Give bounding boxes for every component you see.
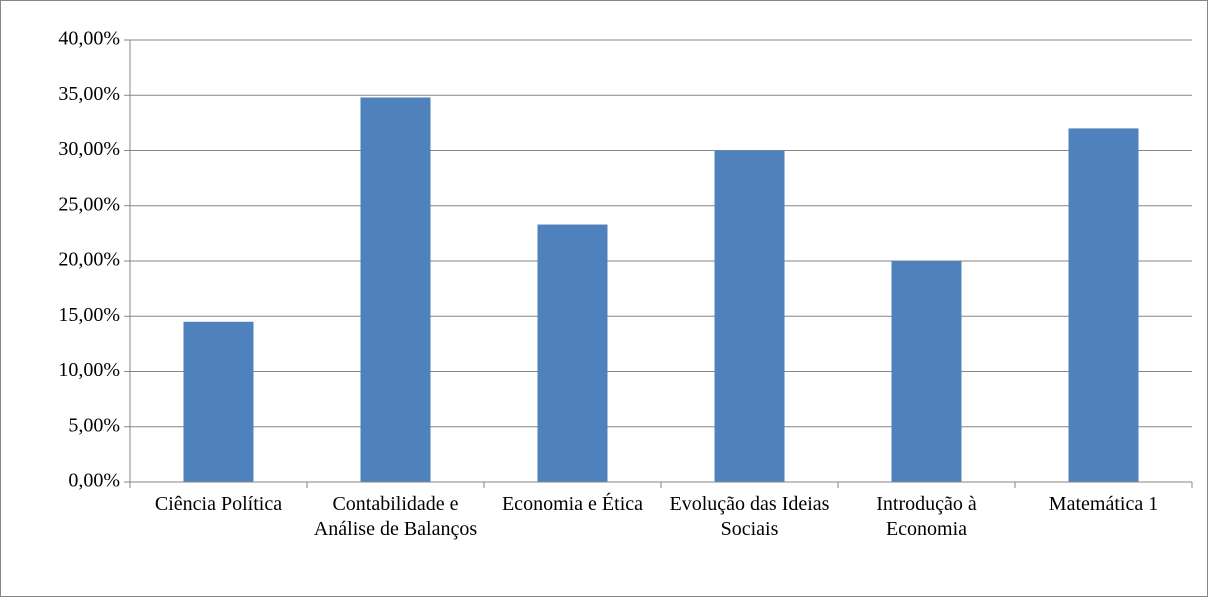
x-tick-label: Matemática 1 <box>1048 493 1159 515</box>
y-tick-label: 40,00% <box>58 28 120 50</box>
y-tick-label: 15,00% <box>58 304 120 326</box>
bar <box>891 261 962 482</box>
bar <box>360 97 431 483</box>
y-tick-label: 5,00% <box>68 414 120 436</box>
bar <box>1068 128 1139 482</box>
x-tick-label: Evolução das Ideias Sociais <box>669 493 830 540</box>
x-tick-label: Introdução à Economia <box>876 493 977 540</box>
x-tick-label-box: Contabilidade e Análise de Balanços <box>313 493 478 540</box>
x-tick-label-box: Introdução à Economia <box>876 493 977 540</box>
bar <box>714 150 785 482</box>
y-tick-label: 30,00% <box>58 138 120 160</box>
x-tick-label-box: Evolução das Ideias Sociais <box>669 493 830 540</box>
bar <box>183 321 254 482</box>
x-tick-label: Contabilidade e Análise de Balanços <box>313 493 478 540</box>
x-tick-label: Economia e Ética <box>501 493 644 515</box>
x-tick-label-box: Economia e Ética <box>501 493 644 515</box>
y-tick-label: 25,00% <box>58 193 120 215</box>
y-tick-label: 10,00% <box>58 359 120 381</box>
y-tick-label: 20,00% <box>58 249 120 271</box>
y-tick-label: 35,00% <box>58 83 120 105</box>
x-tick-label-box: Ciência Política <box>154 493 283 515</box>
bar <box>537 224 608 482</box>
x-tick-label-box: Matemática 1 <box>1048 493 1159 515</box>
y-tick-label: 0,00% <box>68 470 120 492</box>
x-tick-label: Ciência Política <box>154 493 283 515</box>
